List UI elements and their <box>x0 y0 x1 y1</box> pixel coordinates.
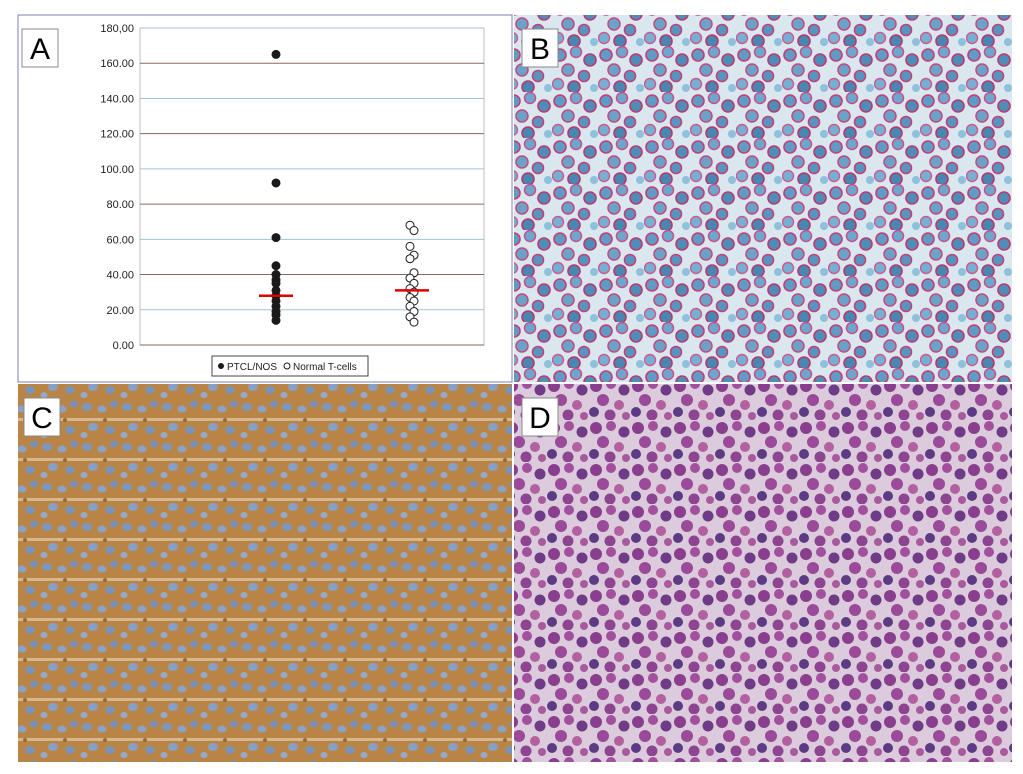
y-tick-label: 140.00 <box>100 93 134 105</box>
data-point <box>409 226 419 236</box>
data-point <box>271 49 281 59</box>
legend-label: Normal T-cells <box>293 362 357 373</box>
y-tick-label: 180,00 <box>100 23 134 35</box>
y-tick-label: 0.00 <box>113 340 134 352</box>
label-box <box>521 28 559 68</box>
data-point <box>271 261 281 271</box>
y-tick-label: 100.00 <box>100 164 134 176</box>
legend-label: PTCL/NOS <box>227 362 277 373</box>
y-tick-label: 60.00 <box>106 234 134 246</box>
label-box <box>521 397 559 437</box>
label-box <box>21 28 59 68</box>
data-point <box>271 178 281 188</box>
data-point <box>271 233 281 243</box>
panel-d-image <box>514 384 1012 762</box>
plot-area <box>139 27 485 346</box>
data-point <box>405 254 415 264</box>
panel-labels: A B C D <box>21 28 559 437</box>
y-tick-label: 120.00 <box>100 129 134 141</box>
legend-marker <box>283 362 291 370</box>
panel-label: A <box>30 33 50 66</box>
data-point <box>271 315 281 325</box>
label-box <box>23 397 61 437</box>
legend-marker <box>218 363 224 369</box>
panel-label: B <box>530 33 550 66</box>
data-point <box>405 241 415 251</box>
y-tick-label: 160.00 <box>100 58 134 70</box>
panel-label: C <box>31 402 53 435</box>
panel-label: D <box>529 402 551 435</box>
y-tick-label: 20.00 <box>106 305 134 317</box>
panel-b-image <box>514 15 1012 382</box>
data-point <box>409 317 419 327</box>
y-tick-label: 40.00 <box>106 270 134 282</box>
y-tick-label: 80.00 <box>106 199 134 211</box>
panel-c-image <box>18 384 512 762</box>
